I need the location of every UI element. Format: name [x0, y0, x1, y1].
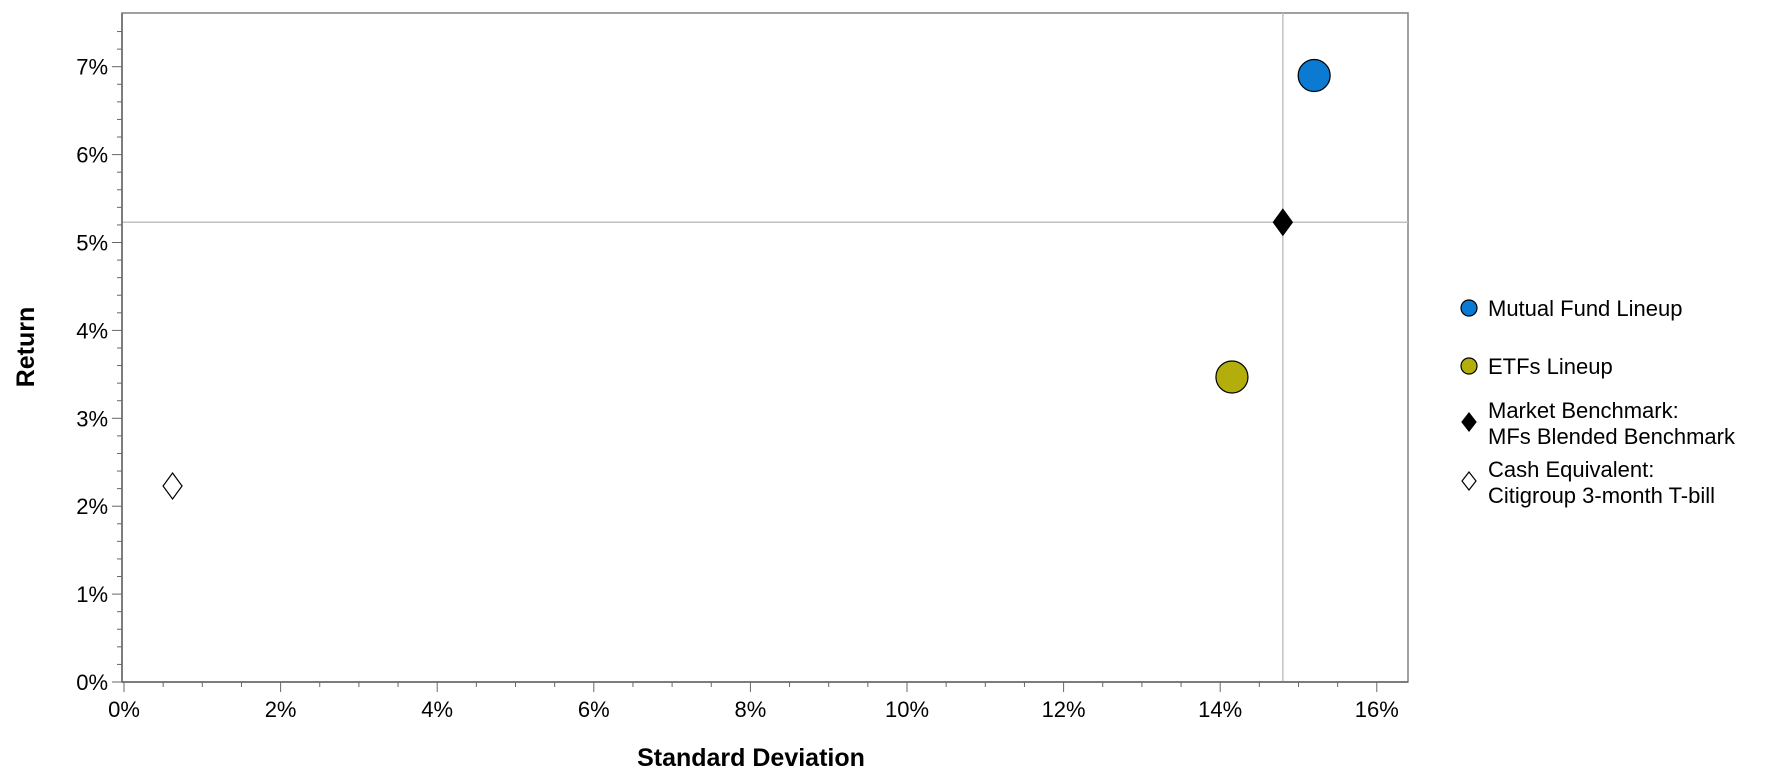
- data-point: [1297, 58, 1331, 93]
- y-tick-label: 1%: [76, 582, 108, 607]
- y-axis: 0% 1% 2% 3% 4% 5% 6% 7%: [76, 13, 123, 695]
- legend-marker: [1461, 412, 1477, 432]
- legend-label: ETFs Lineup: [1488, 354, 1613, 379]
- data-point: [162, 471, 183, 500]
- data-points: [162, 58, 1331, 500]
- legend-label: Cash Equivalent:: [1488, 457, 1654, 482]
- y-tick-label: 2%: [76, 494, 108, 519]
- data-point: [1215, 360, 1249, 394]
- x-tick-label: 2%: [265, 697, 297, 722]
- y-tick-label: 0%: [76, 670, 108, 695]
- reference-lines: [122, 13, 1408, 682]
- y-tick-label: 3%: [76, 406, 108, 431]
- legend-item: ETFs Lineup: [1460, 354, 1613, 379]
- legend-label: Mutual Fund Lineup: [1488, 296, 1682, 321]
- x-axis: 0% 2% 4% 6% 8% 10% 12% 14% 16%: [108, 681, 1408, 722]
- x-tick-label: 14%: [1198, 697, 1242, 722]
- legend-label: Market Benchmark:: [1488, 398, 1679, 423]
- data-point: [1272, 208, 1294, 237]
- x-tick-label: 10%: [885, 697, 929, 722]
- plot-area: [121, 12, 1409, 683]
- y-tick-label: 7%: [76, 55, 108, 80]
- x-tick-label: 4%: [421, 697, 453, 722]
- x-tick-label: 0%: [108, 697, 140, 722]
- x-tick-label: 6%: [578, 697, 610, 722]
- x-tick-label: 12%: [1042, 697, 1086, 722]
- legend-marker: [1461, 471, 1477, 491]
- x-tick-label: 8%: [735, 697, 767, 722]
- y-axis-title: Return: [12, 307, 40, 388]
- legend-label: Citigroup 3-month T-bill: [1488, 483, 1715, 508]
- x-axis-title: Standard Deviation: [637, 744, 865, 771]
- x-tick-label: 16%: [1355, 697, 1399, 722]
- legend-item: Mutual Fund Lineup: [1460, 296, 1682, 321]
- legend-label: MFs Blended Benchmark: [1488, 424, 1736, 449]
- y-tick-label: 5%: [76, 231, 108, 256]
- legend: Mutual Fund Lineup ETFs Lineup Market Benc…: [1460, 296, 1736, 508]
- legend-marker: [1460, 299, 1478, 317]
- legend-item: Market Benchmark:MFs Blended Benchmark: [1461, 398, 1736, 449]
- legend-marker: [1460, 357, 1478, 375]
- y-tick-label: 4%: [76, 318, 108, 343]
- legend-item: Cash Equivalent:Citigroup 3-month T-bill: [1461, 457, 1715, 508]
- y-tick-label: 6%: [76, 143, 108, 168]
